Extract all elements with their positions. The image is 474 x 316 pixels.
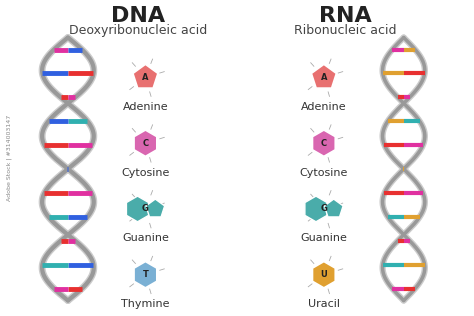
Text: Cytosine: Cytosine <box>121 167 170 178</box>
Text: Deoxyribonucleic acid: Deoxyribonucleic acid <box>69 24 208 37</box>
Polygon shape <box>146 199 164 217</box>
Text: U: U <box>320 270 327 279</box>
Polygon shape <box>312 130 335 156</box>
Polygon shape <box>134 130 157 156</box>
Text: Cytosine: Cytosine <box>300 167 348 178</box>
Text: Guanine: Guanine <box>122 234 169 243</box>
Polygon shape <box>311 64 337 88</box>
Text: Uracil: Uracil <box>308 299 340 309</box>
Polygon shape <box>127 196 149 222</box>
Text: G: G <box>142 204 149 213</box>
Text: Ribonucleic acid: Ribonucleic acid <box>294 24 396 37</box>
Text: RNA: RNA <box>319 6 372 27</box>
Text: Guanine: Guanine <box>301 234 347 243</box>
Text: Thymine: Thymine <box>121 299 170 309</box>
Polygon shape <box>133 64 158 88</box>
Text: Adenine: Adenine <box>123 102 168 112</box>
Polygon shape <box>134 262 157 288</box>
Polygon shape <box>312 262 335 288</box>
Text: C: C <box>321 139 327 148</box>
Text: T: T <box>143 270 148 279</box>
Text: Adobe Stock | #314003147: Adobe Stock | #314003147 <box>7 115 12 201</box>
Text: A: A <box>142 73 149 82</box>
Text: DNA: DNA <box>111 6 165 27</box>
Text: G: G <box>320 204 328 213</box>
Polygon shape <box>324 199 343 217</box>
Text: A: A <box>320 73 327 82</box>
Text: C: C <box>142 139 148 148</box>
Text: Adenine: Adenine <box>301 102 346 112</box>
Polygon shape <box>305 196 327 222</box>
